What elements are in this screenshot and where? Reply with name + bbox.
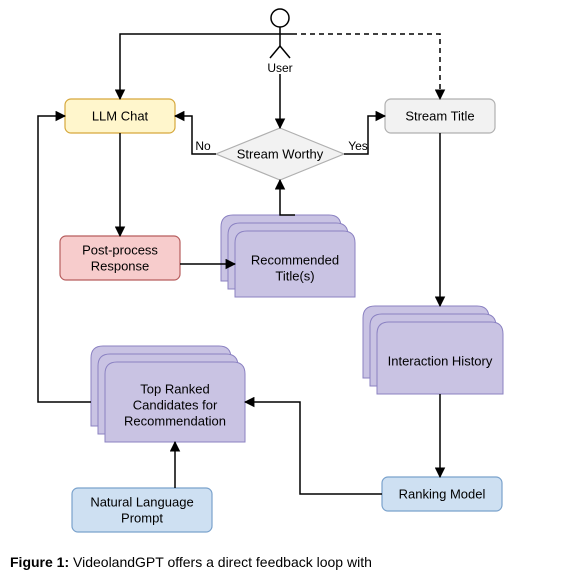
no-label: No xyxy=(195,139,211,153)
caption-bold: Figure 1: xyxy=(10,554,69,570)
user-actor: User xyxy=(267,9,292,75)
edge-recommended-streamworthy xyxy=(280,180,295,215)
post-process-line2: Response xyxy=(91,258,150,273)
top-ranked-line3: Recommendation xyxy=(124,413,226,428)
user-label: User xyxy=(267,61,292,75)
ranking-model-label: Ranking Model xyxy=(399,486,486,501)
stream-title-label: Stream Title xyxy=(405,108,474,123)
edge-ranking-topranked xyxy=(245,402,382,494)
top-ranked-node: Top Ranked Candidates for Recommendation xyxy=(91,346,245,442)
recommended-line2: Title(s) xyxy=(275,268,314,283)
stream-title-node: Stream Title xyxy=(385,99,495,133)
post-process-line1: Post-process xyxy=(82,242,158,257)
nlp-line2: Prompt xyxy=(121,510,163,525)
llm-chat-label: LLM Chat xyxy=(92,108,149,123)
stream-worthy-label: Stream Worthy xyxy=(237,146,324,161)
stream-worthy-node: Stream Worthy xyxy=(216,128,344,180)
interaction-history-label: Interaction History xyxy=(388,353,493,368)
nlp-line1: Natural Language xyxy=(90,494,193,509)
figure-caption: Figure 1: VideolandGPT offers a direct f… xyxy=(0,554,562,570)
nlp-node: Natural Language Prompt xyxy=(72,488,212,532)
edge-user-llm xyxy=(120,34,268,99)
top-ranked-line1: Top Ranked xyxy=(140,381,209,396)
yes-label: Yes xyxy=(348,139,368,153)
post-process-node: Post-process Response xyxy=(60,236,180,280)
recommended-titles-node: Recommended Title(s) xyxy=(221,215,355,297)
llm-chat-node: LLM Chat xyxy=(65,99,175,133)
recommended-line1: Recommended xyxy=(251,252,339,267)
ranking-model-node: Ranking Model xyxy=(382,477,502,511)
edge-user-streamtitle xyxy=(292,34,440,99)
top-ranked-line2: Candidates for xyxy=(133,397,218,412)
caption-rest: VideolandGPT offers a direct feedback lo… xyxy=(69,554,372,570)
interaction-history-node: Interaction History xyxy=(363,306,503,394)
